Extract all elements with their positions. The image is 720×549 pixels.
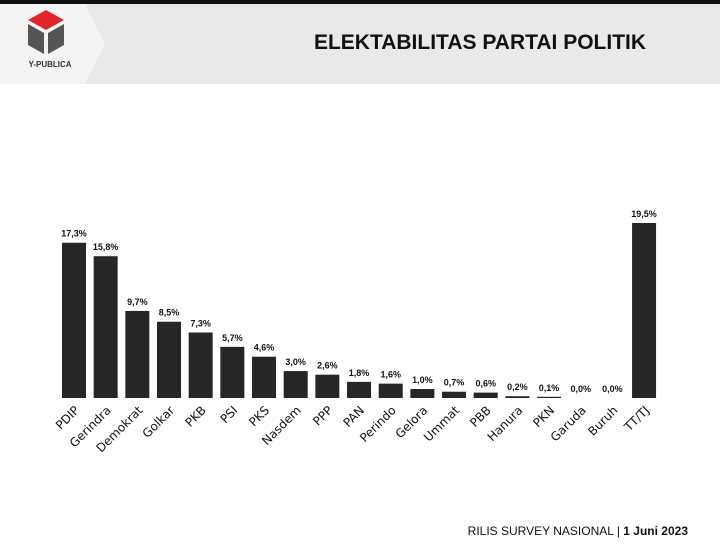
bar-pks <box>252 356 277 398</box>
data-label: 19,5% <box>631 209 657 219</box>
data-label: 5,7% <box>222 333 243 343</box>
logo-panel <box>0 4 105 84</box>
data-label: 4,6% <box>254 343 275 353</box>
data-label: 8,5% <box>159 308 180 318</box>
data-label: 0,1% <box>539 383 560 393</box>
category-label: PAN <box>341 403 368 430</box>
footer-label: RILIS SURVEY NASIONAL | <box>467 524 624 538</box>
data-label: 15,8% <box>93 242 119 252</box>
bar-ppp <box>315 374 340 398</box>
bar-pbb <box>473 392 498 398</box>
footer-date: 1 Juni 2023 <box>623 524 688 538</box>
bar-psi <box>220 346 245 398</box>
data-label: 1,0% <box>412 375 433 385</box>
category-label: Ummat <box>421 403 462 444</box>
data-label: 17,3% <box>61 229 87 239</box>
bar-ummat <box>442 391 467 398</box>
footer: RILIS SURVEY NASIONAL | 1 Juni 2023 <box>468 524 688 538</box>
bar-pkn <box>537 396 562 398</box>
bar-pkb <box>188 332 213 398</box>
bar-demokrat <box>125 310 150 398</box>
data-label: 1,8% <box>349 368 370 378</box>
bar-hanura <box>505 396 530 398</box>
data-label: 0,2% <box>507 382 528 392</box>
category-label: Buruh <box>585 403 620 438</box>
bar-golkar <box>157 321 182 398</box>
category-label: Garuda <box>548 403 589 444</box>
header-band <box>0 4 720 84</box>
data-label: 0,7% <box>444 378 465 388</box>
category-label: PKB <box>182 403 208 429</box>
data-label: 1,6% <box>380 370 401 380</box>
data-label: 0,0% <box>570 384 591 394</box>
category-label: PPP <box>310 403 335 428</box>
data-label: 7,3% <box>190 318 211 328</box>
data-label: 2,6% <box>317 361 338 371</box>
logo-text: Y-PUBLICA <box>28 60 72 69</box>
category-label: PKN <box>530 403 557 430</box>
data-label: 9,7% <box>127 297 148 307</box>
bar-nasdem <box>283 371 308 398</box>
category-label: PBB <box>467 403 494 430</box>
bar-pdip <box>62 242 86 398</box>
bar-gelora <box>410 389 435 398</box>
bar-pan <box>347 381 372 398</box>
data-label: 3,0% <box>285 357 306 367</box>
y-publica-logo <box>28 10 64 54</box>
data-label: 0,0% <box>602 384 623 394</box>
data-label: 0,6% <box>475 379 496 389</box>
bar-perindo <box>378 383 403 398</box>
category-label: PKS <box>246 403 272 429</box>
category-label: PSI <box>218 403 241 426</box>
top-bar <box>0 0 720 4</box>
bar-gerindra <box>93 256 118 398</box>
category-label: Golkar <box>140 403 178 441</box>
category-label: Hanura <box>485 403 526 444</box>
category-label: TT/TJ <box>621 403 652 434</box>
page-title: ELEKTABILITAS PARTAI POLITIK <box>313 31 647 54</box>
bar-tt/tj <box>632 223 657 398</box>
